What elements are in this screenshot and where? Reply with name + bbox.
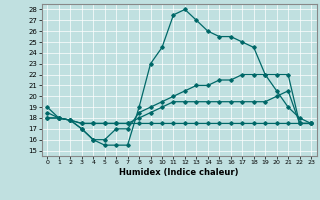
X-axis label: Humidex (Indice chaleur): Humidex (Indice chaleur) — [119, 168, 239, 177]
